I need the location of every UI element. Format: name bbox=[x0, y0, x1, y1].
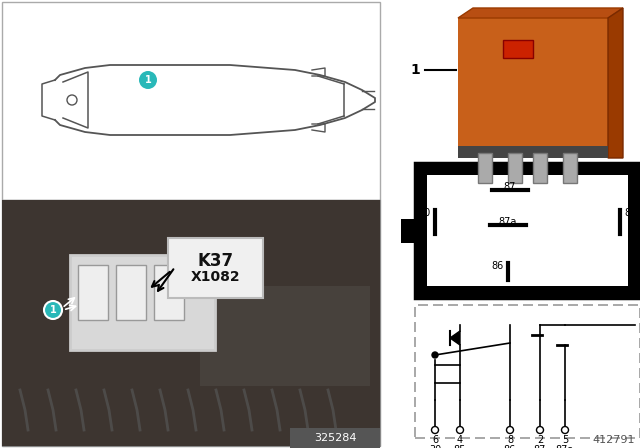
Polygon shape bbox=[458, 8, 623, 18]
Bar bbox=[168, 238, 263, 298]
Text: 30: 30 bbox=[429, 445, 441, 448]
Text: 412791: 412791 bbox=[593, 435, 635, 445]
Bar bbox=[200, 286, 370, 386]
Bar bbox=[415, 163, 640, 298]
Text: 5: 5 bbox=[562, 435, 568, 445]
Text: 87a: 87a bbox=[556, 445, 574, 448]
Bar bbox=[478, 153, 492, 183]
Bar bbox=[78, 265, 108, 320]
Bar bbox=[401, 219, 415, 243]
Circle shape bbox=[44, 301, 62, 319]
Bar bbox=[435, 365, 460, 383]
Text: 87: 87 bbox=[504, 182, 516, 192]
Text: 2: 2 bbox=[537, 435, 543, 445]
Text: 87: 87 bbox=[534, 445, 546, 448]
Bar bbox=[2, 200, 380, 446]
Bar bbox=[563, 153, 577, 183]
Text: 86: 86 bbox=[492, 261, 504, 271]
Circle shape bbox=[67, 95, 77, 105]
Text: 1: 1 bbox=[410, 63, 420, 77]
Bar bbox=[116, 265, 146, 320]
Text: 30: 30 bbox=[419, 208, 431, 218]
Bar bbox=[458, 18, 608, 158]
Bar bbox=[415, 305, 640, 438]
Text: 4: 4 bbox=[457, 435, 463, 445]
Polygon shape bbox=[608, 8, 623, 158]
Circle shape bbox=[506, 426, 513, 434]
Text: 85: 85 bbox=[624, 208, 636, 218]
Bar bbox=[427, 175, 628, 286]
Circle shape bbox=[536, 426, 543, 434]
Circle shape bbox=[432, 352, 438, 358]
Circle shape bbox=[561, 426, 568, 434]
Text: 86: 86 bbox=[504, 445, 516, 448]
Text: 85: 85 bbox=[454, 445, 466, 448]
Text: 87a: 87a bbox=[499, 217, 517, 227]
Circle shape bbox=[456, 426, 463, 434]
Text: 1: 1 bbox=[145, 75, 152, 85]
Text: 1: 1 bbox=[50, 305, 56, 315]
Text: 6: 6 bbox=[432, 435, 438, 445]
Circle shape bbox=[139, 71, 157, 89]
Bar bbox=[2, 2, 380, 200]
Bar bbox=[2, 200, 380, 446]
Bar bbox=[503, 40, 533, 58]
Bar bbox=[458, 146, 608, 158]
Text: K37: K37 bbox=[197, 252, 234, 270]
Bar bbox=[154, 265, 184, 320]
Bar bbox=[290, 428, 380, 448]
Bar bbox=[70, 255, 215, 350]
Polygon shape bbox=[450, 331, 460, 345]
Text: 8: 8 bbox=[507, 435, 513, 445]
Text: X1082: X1082 bbox=[191, 270, 240, 284]
Bar bbox=[533, 153, 547, 183]
Text: 325284: 325284 bbox=[314, 433, 356, 443]
Circle shape bbox=[431, 426, 438, 434]
Bar bbox=[508, 153, 522, 183]
